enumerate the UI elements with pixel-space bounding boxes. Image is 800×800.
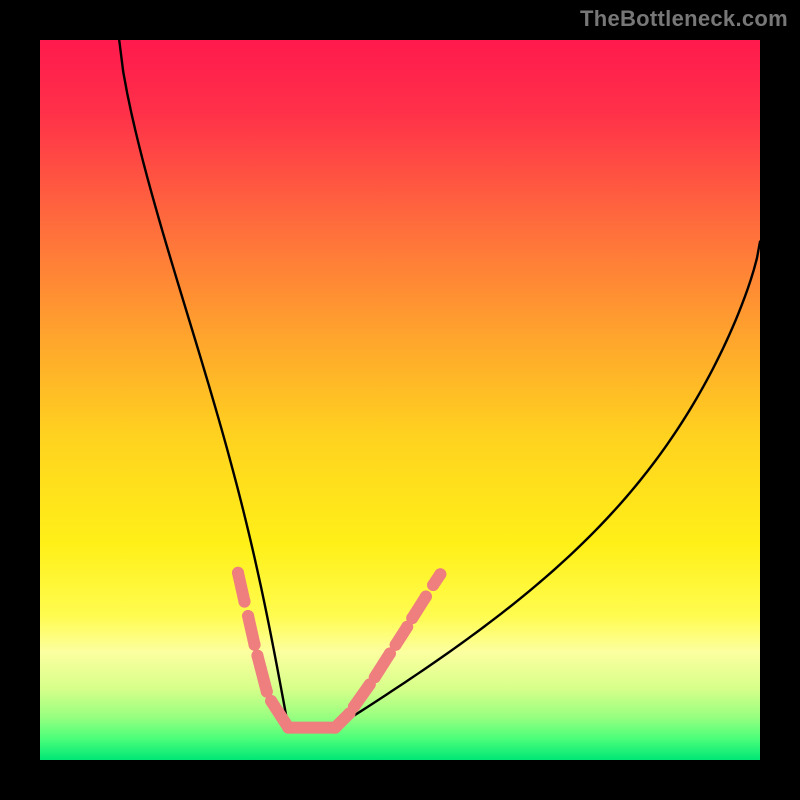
plot-area: [40, 40, 760, 760]
chart-frame: TheBottleneck.com: [0, 0, 800, 800]
gradient-background: [40, 40, 760, 760]
plot-svg: [40, 40, 760, 760]
watermark-text: TheBottleneck.com: [580, 6, 788, 32]
